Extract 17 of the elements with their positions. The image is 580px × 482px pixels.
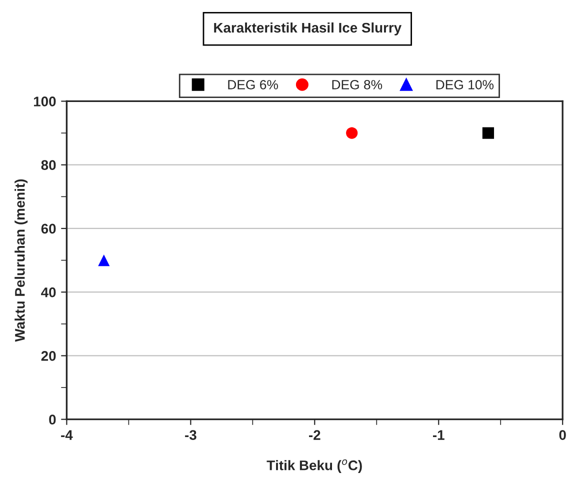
y-tick-label: 60 [41, 224, 56, 234]
legend-label: DEG 10% [436, 80, 494, 90]
y-tick-label: 20 [41, 351, 56, 361]
x-tick-label: 0 [559, 430, 566, 440]
x-tick-label: -1 [432, 430, 444, 440]
x-axis-title: Titik Beku ($^{o}$C) [266, 459, 362, 474]
y-tick-label: 100 [34, 96, 56, 106]
y-tick-label: 0 [49, 414, 56, 425]
y-tick-label: 40 [41, 287, 56, 298]
legend-label: DEG 6% [228, 80, 278, 90]
x-tick-label: -2 [309, 430, 320, 440]
x-tick-label: -4 [61, 430, 73, 440]
legend-label: DEG 8% [332, 80, 382, 90]
y-tick-label: 80 [41, 160, 56, 170]
x-tick-label: -3 [185, 430, 196, 440]
y-axis-title: Waktu Peluruhan (menit) [14, 179, 28, 342]
chart-title: Karakteristik Hasil Ice Slurry [214, 22, 402, 36]
